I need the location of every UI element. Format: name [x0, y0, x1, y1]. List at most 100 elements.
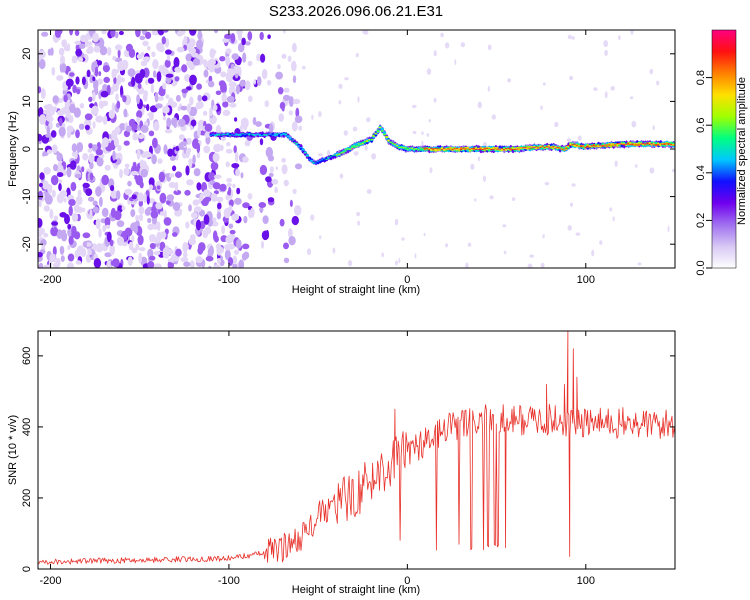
noise-cell: [212, 104, 218, 111]
noise-cell: [288, 228, 293, 239]
noise-cell: [237, 42, 245, 53]
noise-cell: [58, 47, 65, 56]
noise-cell: [338, 100, 342, 105]
noise-cell: [487, 44, 492, 51]
noise-cell: [205, 255, 214, 262]
noise-cell: [268, 172, 274, 178]
noise-cell: [209, 107, 213, 117]
noise-cell: [256, 53, 261, 62]
noise-cell: [73, 204, 80, 213]
noise-cell: [117, 48, 121, 58]
noise-cell: [240, 172, 244, 179]
noise-cell: [259, 138, 264, 146]
noise-cell: [637, 262, 642, 266]
colorbar: 0.0 0.2 0.4 0.6 0.8 Normalized spectral ampl…: [695, 29, 748, 276]
noise-cell: [39, 114, 47, 125]
noise-cell: [199, 220, 206, 230]
noise-cell: [235, 168, 241, 177]
noise-cell: [190, 119, 197, 127]
noise-cell: [291, 60, 297, 72]
noise-cell: [295, 107, 300, 119]
noise-cell: [38, 58, 46, 70]
noise-cell: [159, 211, 165, 217]
noise-cell: [339, 173, 344, 179]
noise-cell: [56, 172, 64, 178]
noise-cell: [221, 93, 227, 102]
noise-cell: [318, 111, 322, 118]
noise-cell: [45, 194, 53, 205]
noise-cell: [265, 176, 272, 183]
noise-cell: [225, 161, 230, 168]
ridge-cell: [305, 155, 309, 157]
noise-cell: [433, 97, 437, 103]
noise-cell: [38, 262, 44, 268]
noise-cell: [75, 76, 80, 85]
noise-cell: [353, 151, 359, 156]
noise-cell: [115, 93, 119, 102]
noise-cell: [79, 103, 85, 109]
noise-cell: [50, 226, 59, 237]
noise-cell: [58, 117, 63, 127]
noise-cell: [310, 214, 315, 221]
noise-cell: [102, 65, 110, 73]
noise-cell: [131, 194, 137, 200]
noise-cell: [106, 231, 112, 243]
noise-cell: [112, 150, 116, 161]
noise-cell: [189, 234, 196, 241]
noise-cell: [113, 76, 117, 85]
noise-cell: [78, 57, 84, 62]
noise-cell: [228, 81, 237, 88]
noise-cell: [412, 104, 417, 109]
noise-cell: [43, 232, 49, 238]
noise-cell: [186, 148, 190, 159]
noise-cell: [88, 153, 95, 164]
noise-cell: [136, 86, 145, 93]
noise-cell: [50, 47, 54, 56]
y-tick-label: 0: [21, 146, 33, 152]
noise-cell: [306, 248, 312, 256]
noise-cell: [172, 165, 177, 172]
noise-cell: [97, 60, 103, 66]
noise-cell: [136, 110, 143, 119]
noise-cell: [52, 95, 59, 104]
noise-cell: [298, 125, 303, 131]
noise-cell: [149, 242, 156, 250]
noise-cell: [165, 200, 171, 205]
noise-cell: [137, 234, 144, 246]
noise-cell: [542, 234, 545, 239]
noise-cell: [271, 178, 279, 185]
noise-cell: [319, 235, 322, 240]
noise-cell: [265, 146, 273, 158]
noise-cell: [119, 168, 123, 179]
noise-cell: [489, 195, 494, 200]
ridge-cell: [378, 127, 382, 128]
snr-series-line: [37, 330, 676, 565]
noise-cell: [93, 45, 101, 53]
noise-cell: [348, 260, 353, 267]
noise-cell: [343, 130, 348, 136]
noise-cell: [165, 73, 174, 78]
noise-cell: [283, 242, 289, 250]
noise-cell: [542, 82, 546, 86]
noise-cell: [92, 76, 96, 82]
noise-cell: [275, 166, 279, 170]
x-tick-label: -100: [218, 575, 240, 587]
snr-x-ticks: -200 -100 0 100: [39, 331, 595, 587]
noise-cell: [667, 225, 670, 233]
noise-cell: [503, 250, 507, 255]
noise-cell: [131, 235, 135, 243]
noise-cell: [247, 60, 253, 67]
noise-cell: [167, 148, 174, 157]
noise-cell: [554, 121, 559, 128]
noise-cell: [259, 207, 264, 212]
noise-cell: [149, 184, 154, 190]
noise-cell: [291, 215, 299, 226]
noise-cell: [109, 239, 114, 247]
noise-cell: [165, 49, 172, 55]
noise-cell: [38, 252, 43, 258]
noise-cell: [652, 125, 655, 131]
noise-cell: [242, 119, 248, 131]
noise-cell: [176, 46, 185, 53]
spectrogram-ridge: [209, 124, 675, 166]
